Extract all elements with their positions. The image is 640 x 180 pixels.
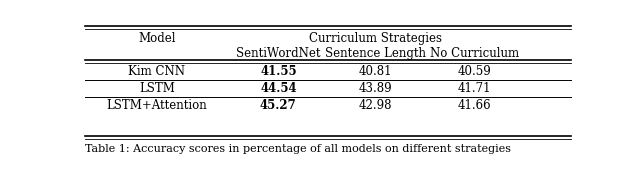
Text: 40.59: 40.59 <box>458 65 491 78</box>
Text: 41.55: 41.55 <box>260 65 297 78</box>
Text: 40.81: 40.81 <box>358 65 392 78</box>
Text: Table 1: Accuracy scores in percentage of all models on different strategies: Table 1: Accuracy scores in percentage o… <box>85 144 511 154</box>
Text: Sentence Length: Sentence Length <box>324 48 426 60</box>
Text: 42.98: 42.98 <box>358 99 392 112</box>
Text: 41.66: 41.66 <box>458 99 491 112</box>
Text: No Curriculum: No Curriculum <box>429 48 519 60</box>
Text: SentiWordNet: SentiWordNet <box>236 48 321 60</box>
Text: LSTM+Attention: LSTM+Attention <box>106 99 207 112</box>
Text: Kim CNN: Kim CNN <box>129 65 186 78</box>
Text: 43.89: 43.89 <box>358 82 392 95</box>
Text: 45.27: 45.27 <box>260 99 297 112</box>
Text: 44.54: 44.54 <box>260 82 297 95</box>
Text: 41.71: 41.71 <box>458 82 491 95</box>
Text: LSTM: LSTM <box>139 82 175 95</box>
Text: Curriculum Strategies: Curriculum Strategies <box>308 32 442 45</box>
Text: Model: Model <box>138 32 175 45</box>
